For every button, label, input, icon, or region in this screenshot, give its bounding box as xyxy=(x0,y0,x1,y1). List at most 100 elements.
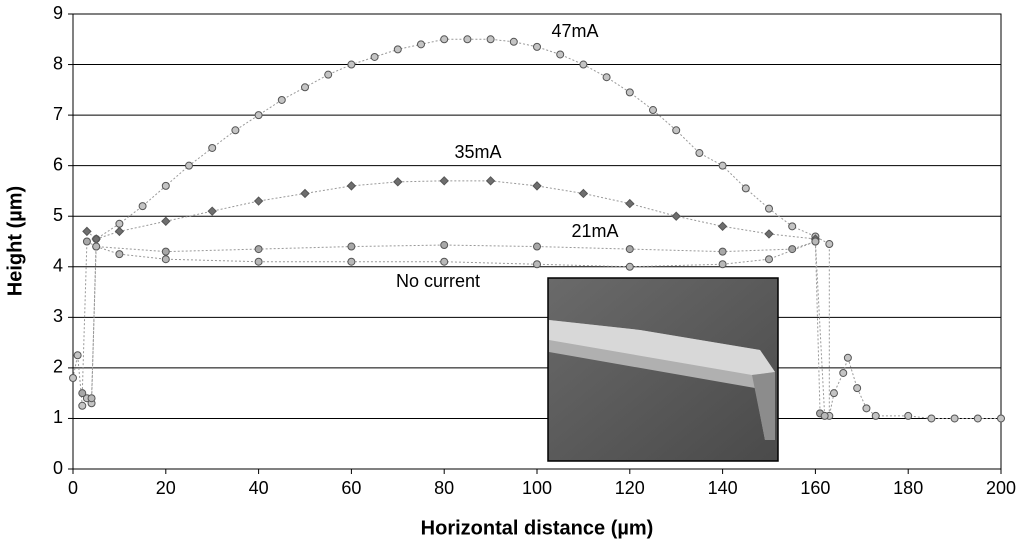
x-tick-label: 200 xyxy=(986,478,1016,498)
marker xyxy=(440,257,449,266)
marker xyxy=(463,35,472,44)
marker xyxy=(649,106,657,115)
marker xyxy=(509,37,518,46)
marker xyxy=(253,196,264,206)
y-tick-label: 5 xyxy=(53,205,63,225)
marker xyxy=(69,374,77,382)
marker xyxy=(532,181,542,191)
marker xyxy=(92,242,101,251)
x-tick-label: 40 xyxy=(249,478,269,498)
y-axis-title: Height (µm) xyxy=(4,186,26,296)
marker xyxy=(347,60,356,69)
marker xyxy=(625,245,634,254)
marker xyxy=(533,42,541,51)
y-tick-label: 4 xyxy=(53,256,63,276)
marker xyxy=(625,88,634,97)
marker xyxy=(862,404,871,413)
marker xyxy=(207,206,217,216)
marker xyxy=(82,226,92,237)
marker xyxy=(843,353,852,362)
series-line xyxy=(72,38,1001,419)
marker xyxy=(741,184,750,193)
marker xyxy=(300,188,310,199)
marker xyxy=(440,241,449,250)
series-label: 47mA xyxy=(551,21,598,41)
marker xyxy=(254,257,263,266)
marker xyxy=(486,35,495,44)
y-tick-label: 9 xyxy=(53,3,63,23)
marker xyxy=(765,204,773,213)
y-tick-label: 2 xyxy=(53,357,63,377)
marker xyxy=(254,245,263,254)
marker xyxy=(825,240,834,249)
y-tick-label: 7 xyxy=(53,104,63,124)
x-tick-label: 180 xyxy=(893,478,923,498)
marker xyxy=(87,394,96,403)
marker xyxy=(161,216,171,226)
x-tick-label: 140 xyxy=(708,478,738,498)
y-tick-label: 1 xyxy=(53,407,63,427)
marker xyxy=(439,176,449,186)
marker xyxy=(254,111,263,120)
marker xyxy=(853,384,862,393)
marker xyxy=(695,149,704,158)
marker xyxy=(78,401,87,410)
series-label: 35mA xyxy=(454,142,501,162)
marker xyxy=(277,95,286,104)
x-tick-label: 20 xyxy=(156,478,176,498)
series-line xyxy=(86,180,816,240)
marker xyxy=(161,181,170,190)
marker xyxy=(718,247,727,256)
marker xyxy=(78,389,87,398)
marker xyxy=(393,45,402,54)
marker xyxy=(717,221,728,232)
series-label: 21mA xyxy=(571,221,618,241)
marker xyxy=(115,250,124,259)
x-tick-label: 0 xyxy=(68,478,78,498)
series-label: No current xyxy=(396,271,480,291)
marker xyxy=(115,219,124,228)
marker xyxy=(231,126,240,135)
plot-frame xyxy=(72,13,1002,470)
marker xyxy=(485,176,496,186)
marker xyxy=(973,414,982,423)
marker xyxy=(904,411,913,420)
marker xyxy=(579,60,588,69)
marker xyxy=(417,40,425,49)
marker xyxy=(346,181,357,191)
x-tick-label: 80 xyxy=(434,478,454,498)
x-tick-label: 120 xyxy=(615,478,645,498)
marker xyxy=(839,368,848,377)
marker xyxy=(578,188,589,199)
marker xyxy=(533,242,541,251)
marker xyxy=(829,389,838,398)
x-axis-title: Horizontal distance (µm) xyxy=(421,517,654,539)
marker xyxy=(161,247,170,256)
marker xyxy=(161,255,170,264)
marker xyxy=(997,414,1005,423)
sem-inset xyxy=(547,277,779,462)
marker xyxy=(625,262,634,271)
marker xyxy=(347,242,356,251)
y-tick-label: 8 xyxy=(53,53,63,73)
marker xyxy=(625,198,635,209)
marker xyxy=(347,257,356,266)
marker xyxy=(788,222,797,231)
marker xyxy=(324,70,333,79)
marker xyxy=(138,202,147,211)
marker xyxy=(73,351,82,360)
marker xyxy=(718,260,727,269)
marker xyxy=(672,126,681,135)
marker xyxy=(370,52,379,61)
marker xyxy=(927,414,936,423)
marker xyxy=(440,35,449,44)
x-tick-label: 60 xyxy=(341,478,361,498)
marker xyxy=(871,411,880,420)
marker xyxy=(950,414,959,423)
marker xyxy=(82,237,91,246)
marker xyxy=(820,411,829,420)
marker xyxy=(671,211,681,221)
y-tick-label: 3 xyxy=(53,306,63,326)
y-tick-label: 0 xyxy=(53,458,63,478)
